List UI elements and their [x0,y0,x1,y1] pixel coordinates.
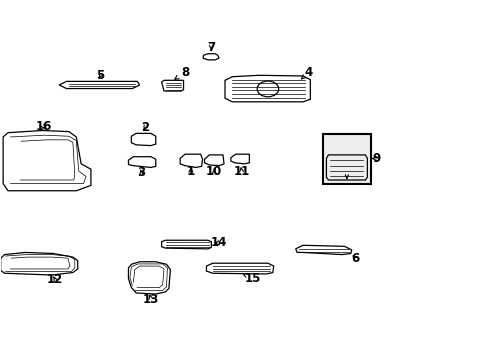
Text: 4: 4 [301,66,312,79]
Text: 5: 5 [96,69,104,82]
Text: 12: 12 [47,273,63,286]
Text: 15: 15 [242,272,261,285]
Text: 8: 8 [175,66,189,79]
Text: 1: 1 [186,165,195,178]
Text: 11: 11 [233,165,249,178]
Text: 16: 16 [35,121,52,134]
Text: 2: 2 [141,121,149,134]
Text: 10: 10 [206,165,222,178]
Text: 13: 13 [142,293,159,306]
Text: 6: 6 [351,252,359,265]
Text: 3: 3 [137,166,145,179]
Text: 7: 7 [207,41,215,54]
Text: 14: 14 [210,236,227,249]
Bar [322,134,370,184]
Text: 9: 9 [371,152,380,165]
